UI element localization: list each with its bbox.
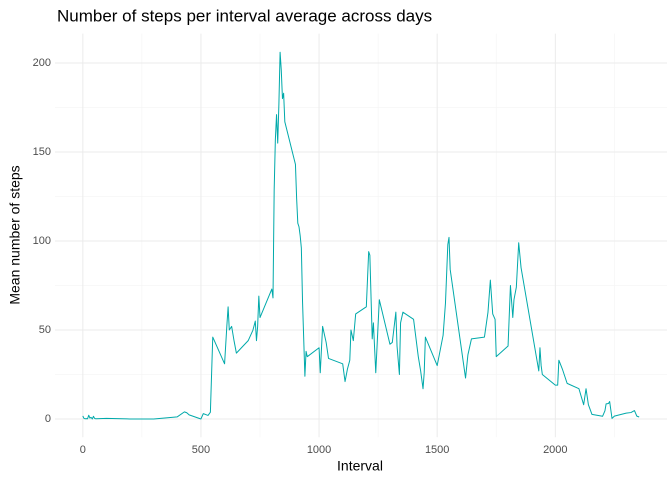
y-tick-label: 100 xyxy=(33,235,51,247)
y-tick-label: 200 xyxy=(33,57,51,69)
y-tick-label: 0 xyxy=(45,413,51,425)
chart-title: Number of steps per interval average acr… xyxy=(57,6,432,25)
y-axis-title: Mean number of steps xyxy=(7,165,23,304)
x-axis-title: Interval xyxy=(337,458,383,474)
x-tick-label: 1000 xyxy=(307,444,331,456)
x-tick-label: 1500 xyxy=(425,444,449,456)
data-line xyxy=(82,51,640,420)
y-tick-label: 50 xyxy=(39,324,51,336)
y-tick-label: 150 xyxy=(33,146,51,158)
x-tick-label: 2000 xyxy=(543,444,567,456)
x-tick-label: 0 xyxy=(80,444,86,456)
x-tick-label: 500 xyxy=(192,444,210,456)
